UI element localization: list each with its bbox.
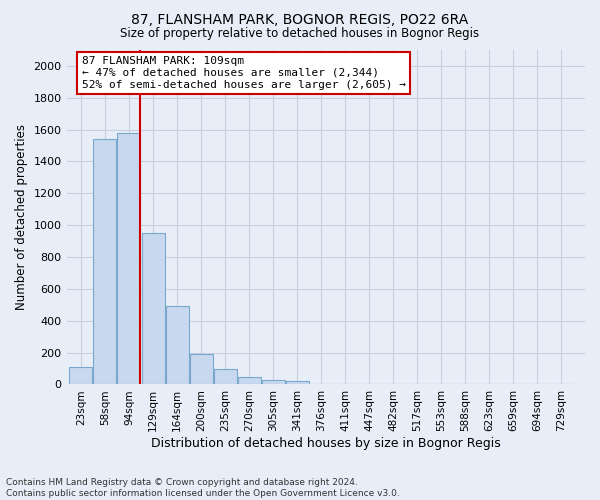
Text: Size of property relative to detached houses in Bognor Regis: Size of property relative to detached ho…	[121, 28, 479, 40]
Bar	[118, 133, 140, 384]
Bar	[286, 382, 308, 384]
Y-axis label: Number of detached properties: Number of detached properties	[15, 124, 28, 310]
Bar	[262, 380, 284, 384]
Bar	[142, 233, 164, 384]
Text: 87 FLANSHAM PARK: 109sqm
← 47% of detached houses are smaller (2,344)
52% of sem: 87 FLANSHAM PARK: 109sqm ← 47% of detach…	[82, 56, 406, 90]
Bar	[214, 370, 236, 384]
Bar	[166, 306, 188, 384]
Text: 87, FLANSHAM PARK, BOGNOR REGIS, PO22 6RA: 87, FLANSHAM PARK, BOGNOR REGIS, PO22 6R…	[131, 12, 469, 26]
X-axis label: Distribution of detached houses by size in Bognor Regis: Distribution of detached houses by size …	[151, 437, 500, 450]
Bar	[238, 378, 260, 384]
Text: Contains HM Land Registry data © Crown copyright and database right 2024.
Contai: Contains HM Land Registry data © Crown c…	[6, 478, 400, 498]
Bar	[190, 354, 212, 384]
Bar	[70, 367, 92, 384]
Bar	[94, 139, 116, 384]
